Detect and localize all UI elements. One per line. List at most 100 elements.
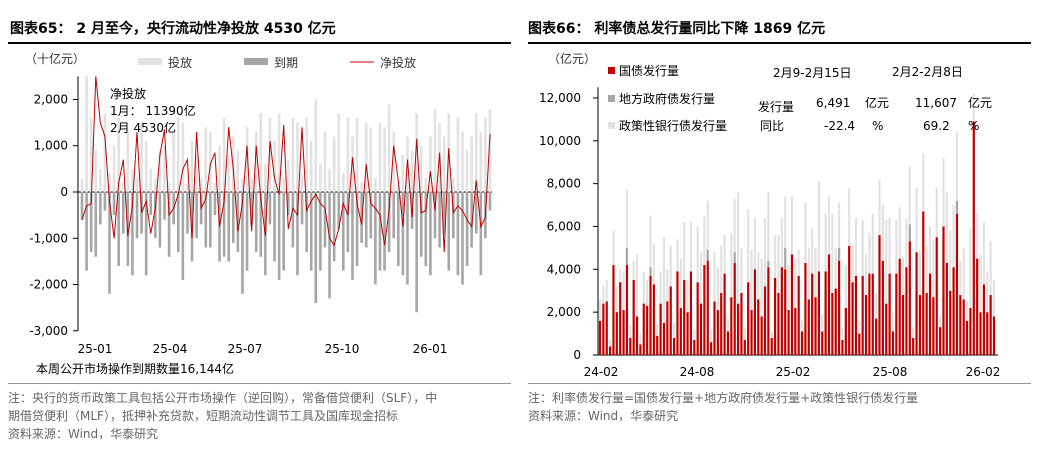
right-national-bar (875, 318, 878, 355)
right-policy-bar (629, 325, 632, 338)
left-invest-bar (254, 131, 258, 192)
left-invest-bar (172, 131, 175, 192)
left-expire-bar (268, 192, 272, 225)
right-policy-bar (669, 245, 672, 287)
left-expire-bar (323, 192, 327, 248)
left-expire-bar (378, 192, 382, 271)
left-invest-bar (190, 141, 194, 192)
right-policy-bar (854, 217, 858, 276)
right-policy-bar (767, 192, 770, 261)
right-national-bar (848, 245, 851, 355)
right-local-bar (955, 200, 959, 214)
right-national-bar (797, 275, 800, 355)
right-national-bar (598, 320, 602, 355)
right-policy-bar (824, 213, 827, 272)
right-x-tick-label: 25-08 (873, 365, 908, 379)
left-invest-bar (250, 178, 253, 192)
right-unit-label: （亿元） (548, 51, 596, 66)
left-invest-bar (360, 182, 363, 192)
right-x-tick-label: 24-08 (680, 365, 715, 379)
left-expire-bar (479, 192, 483, 276)
right-national-bar (841, 340, 844, 355)
right-policy-bar (925, 245, 928, 293)
left-expire-bar (369, 192, 373, 239)
right-local-bar (706, 250, 709, 261)
right-national-bar (669, 286, 672, 355)
right-y-tick-label: 2,000 (547, 305, 581, 319)
left-expire-bar (99, 192, 102, 225)
right-policy-bar (969, 228, 972, 308)
left-invest-bar (410, 150, 414, 192)
table-row1-unit1: 亿元 (865, 95, 889, 110)
left-invest-bar (309, 141, 313, 192)
left-expire-bar (474, 192, 478, 234)
left-expire-bar (342, 192, 345, 271)
right-national-bar (908, 241, 911, 355)
left-invest-bar (484, 117, 487, 192)
right-policy-bar (955, 132, 959, 201)
right-policy-bar (976, 213, 979, 259)
right-policy-bar (959, 260, 962, 296)
left-y-tick-label: -3,000 (29, 324, 68, 338)
table-row2-label: 同比 (760, 119, 784, 133)
left-expire-bar (442, 192, 446, 234)
left-expire-bar (209, 192, 212, 248)
left-invest-bar (199, 178, 203, 192)
left-expire-bar (245, 192, 249, 271)
left-expire-bar (346, 192, 350, 253)
right-policy-bar (814, 247, 817, 298)
left-note-line2: 期借贷便利（MLF），抵押补充贷款，短期流动性调节工具及国库现金招标 (8, 409, 398, 423)
right-policy-bar (817, 181, 820, 272)
right-national-bar (649, 275, 652, 355)
left-invest-bar (465, 150, 469, 192)
right-local-bar (649, 267, 652, 276)
left-invest-bar (176, 117, 180, 192)
left-invest-bar (419, 145, 423, 192)
right-note-line1: 注：利率债发行量=国债发行量+地方政府债发行量+政策性银行债发行量 (528, 391, 919, 405)
left-expire-bar (438, 192, 441, 248)
right-national-bar (686, 312, 689, 355)
right-national-bar (602, 303, 605, 355)
right-national-bar (969, 307, 972, 355)
left-expire-bar (273, 192, 276, 262)
right-national-bar (787, 310, 790, 355)
table-row2-value1: -22.4 (824, 119, 855, 133)
left-invest-bar (236, 150, 240, 192)
right-policy-bar (676, 239, 679, 272)
left-expire-bar (89, 192, 93, 253)
annotation-header: 净投放 (110, 86, 146, 101)
annotation-row1: 1月： 11390亿 (110, 103, 196, 118)
right-national-bar (710, 342, 713, 355)
left-chart-title: 图表65： 2 月至今，央行流动性净投放 4530 亿元 (10, 21, 336, 37)
right-policy-bar (881, 205, 884, 261)
right-panel: 图表66： 利率债总发行量同比下降 1869 亿元 （亿元） 0 2,000 4,0… (520, 0, 1039, 456)
right-policy-bar (837, 202, 841, 248)
right-national-bar (804, 262, 807, 355)
right-national-bar (817, 271, 820, 355)
left-invest-bar (429, 136, 432, 192)
right-national-bar (790, 254, 794, 355)
legend-local-label: 地方政府债发行量 (619, 91, 715, 106)
left-expire-bar (470, 192, 473, 248)
left-invest-bar (442, 136, 446, 192)
left-invest-bar (195, 154, 198, 192)
right-national-bar (955, 213, 959, 355)
right-national-bar (962, 299, 965, 355)
right-national-bar (891, 331, 895, 355)
right-national-bar (723, 273, 726, 355)
table-row1-value1: 6,491 (816, 96, 850, 110)
right-policy-bar (794, 258, 797, 308)
left-expire-bar (103, 192, 107, 211)
left-invest-bar (135, 178, 139, 192)
right-policy-bar (605, 280, 608, 302)
table-row2-unit1: % (872, 119, 883, 133)
right-policy-bar (753, 217, 757, 270)
right-policy-bar (928, 226, 932, 274)
right-policy-bar (878, 179, 881, 236)
legend-expire-label: 到期 (274, 56, 298, 70)
left-expire-bar (149, 192, 153, 216)
right-national-bar (605, 301, 608, 355)
legend-policy-swatch (608, 122, 615, 129)
right-national-bar (696, 282, 699, 355)
right-policy-bar (888, 217, 891, 274)
